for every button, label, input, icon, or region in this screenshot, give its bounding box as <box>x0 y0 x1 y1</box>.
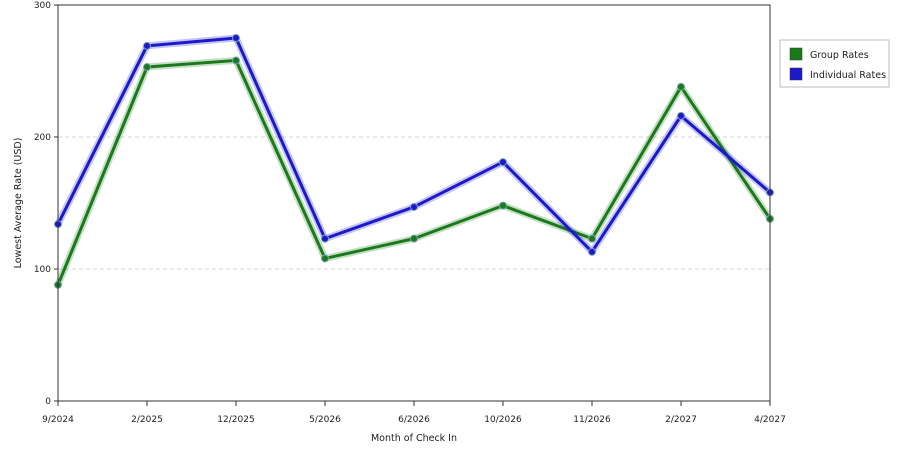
data-point <box>588 247 596 256</box>
x-axis-label: Month of Check In <box>371 433 457 444</box>
legend-entry: Individual Rates <box>810 70 886 81</box>
y-tick-label: 0 <box>45 397 51 407</box>
y-axis-label: Lowest Average Rate (USD) <box>13 138 24 269</box>
x-tick-label: 4/2027 <box>754 415 786 425</box>
data-point <box>410 202 418 211</box>
legend-swatch <box>789 67 803 81</box>
legend: Group Rates Individual Rates <box>779 39 890 88</box>
x-tick-label: 2/2027 <box>665 415 697 425</box>
data-point <box>321 254 329 263</box>
x-tick-label: 11/2026 <box>573 415 611 425</box>
legend-swatch <box>789 47 803 61</box>
x-tick-label: 5/2026 <box>309 415 341 425</box>
series-line <box>56 58 772 286</box>
y-tick-label: 300 <box>34 1 51 11</box>
x-tick-label: 9/2024 <box>42 415 74 425</box>
data-point <box>677 111 685 120</box>
x-tick-label: 2/2025 <box>131 415 163 425</box>
x-tick-label: 12/2025 <box>217 415 254 425</box>
data-point <box>677 82 685 91</box>
y-tick-label: 200 <box>34 133 51 143</box>
data-point <box>499 201 507 210</box>
series-line-glow <box>54 56 773 287</box>
y-tick-label: 100 <box>34 265 51 275</box>
data-point <box>410 234 418 243</box>
data-point <box>143 63 151 72</box>
data-point <box>232 34 240 42</box>
series-line <box>56 36 771 254</box>
ticks-layer: 0 100 200 300 9/2024 2/2025 12/2025 5/2026 6/202… <box>34 1 786 425</box>
data-point <box>143 41 151 50</box>
data-point <box>232 56 240 65</box>
data-point <box>588 234 596 243</box>
series-layer <box>54 34 774 289</box>
legend-entry: Group Rates <box>810 50 869 61</box>
data-point <box>499 158 507 167</box>
x-tick-label: 6/2026 <box>398 415 430 425</box>
x-tick-label: 10/2026 <box>484 415 522 425</box>
data-point <box>321 234 329 243</box>
